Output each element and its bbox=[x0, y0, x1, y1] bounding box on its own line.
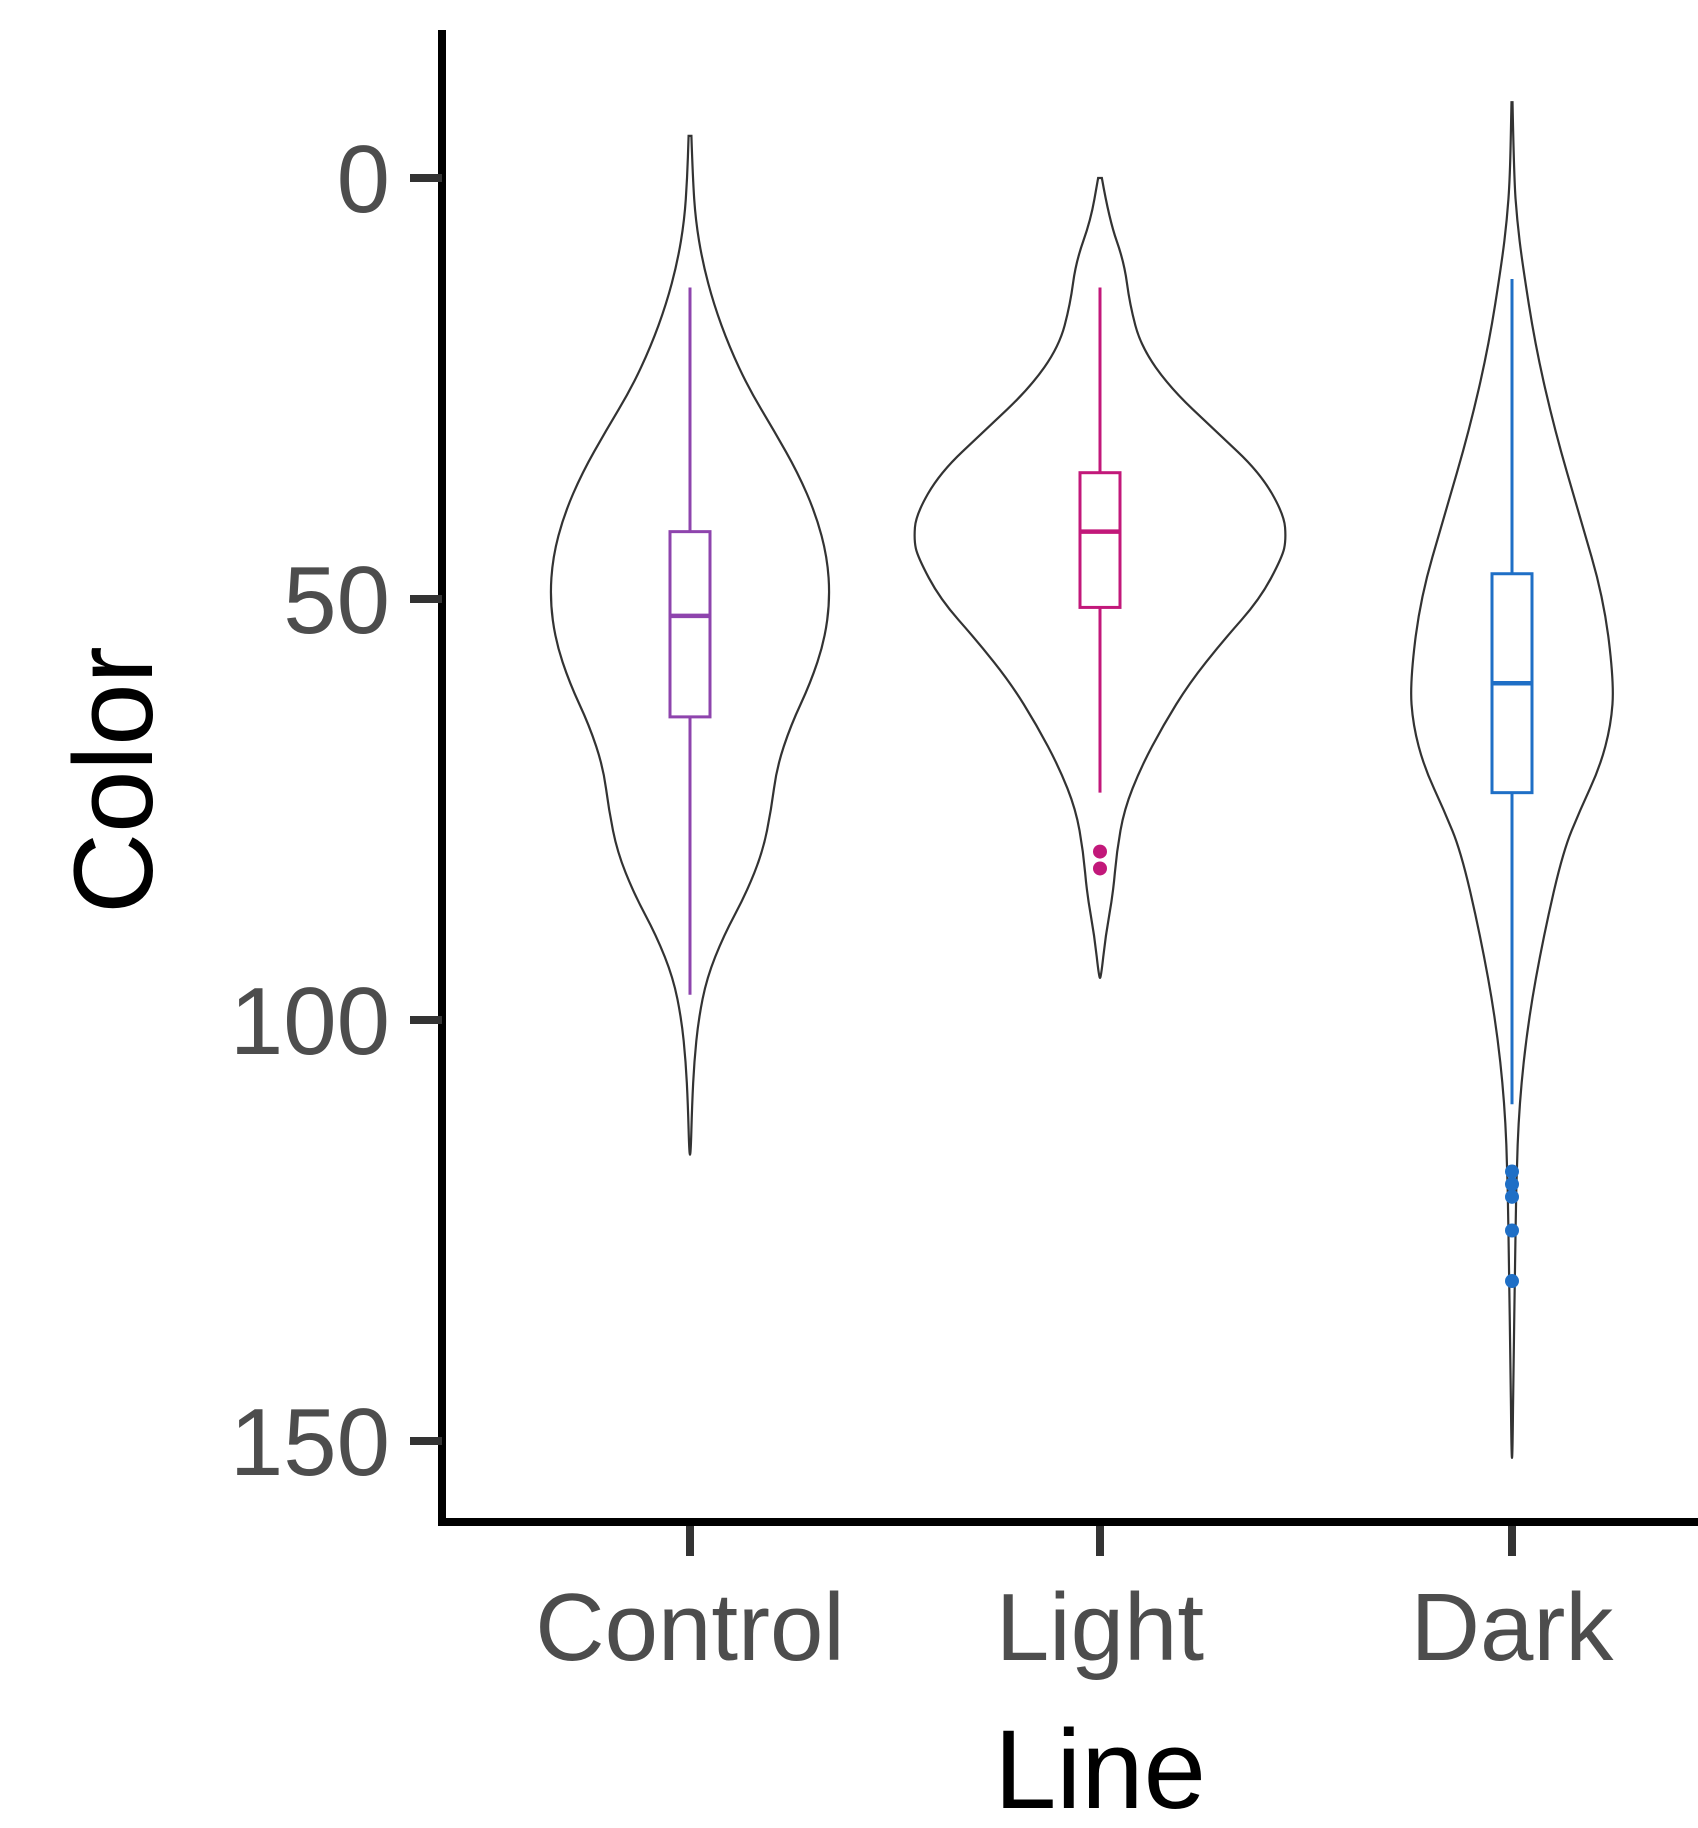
outlier-dark-1 bbox=[1505, 1177, 1519, 1192]
x-axis-title: Line bbox=[994, 1707, 1206, 1828]
x-ticks: Control Light Dark bbox=[535, 1526, 1614, 1681]
y-tick-label-50: 50 bbox=[283, 547, 390, 654]
box-control bbox=[668, 530, 712, 719]
box-light bbox=[1078, 471, 1122, 609]
outlier-light-0 bbox=[1093, 844, 1107, 859]
y-tick-label-100: 100 bbox=[230, 968, 390, 1075]
boxplots-layer bbox=[668, 279, 1534, 1105]
y-axis-title: Color bbox=[51, 646, 176, 914]
outliers-layer bbox=[1093, 844, 1519, 1289]
x-tick-label-light: Light bbox=[996, 1574, 1204, 1681]
outlier-dark-3 bbox=[1505, 1223, 1519, 1238]
violin-dark bbox=[1410, 101, 1614, 1459]
violins-layer bbox=[549, 101, 1614, 1459]
x-tick-label-dark: Dark bbox=[1411, 1574, 1615, 1681]
y-tick-label-150: 150 bbox=[230, 1389, 390, 1496]
outlier-dark-2 bbox=[1505, 1189, 1519, 1204]
y-tick-label-0: 0 bbox=[337, 126, 390, 233]
outlier-dark-4 bbox=[1505, 1274, 1519, 1289]
y-ticks: 0 50 100 150 bbox=[230, 126, 442, 1496]
outlier-light-1 bbox=[1093, 861, 1107, 876]
violin-light bbox=[913, 176, 1287, 980]
violin-control bbox=[549, 134, 831, 1156]
outlier-dark-0 bbox=[1505, 1164, 1519, 1179]
x-tick-label-control: Control bbox=[535, 1574, 844, 1681]
